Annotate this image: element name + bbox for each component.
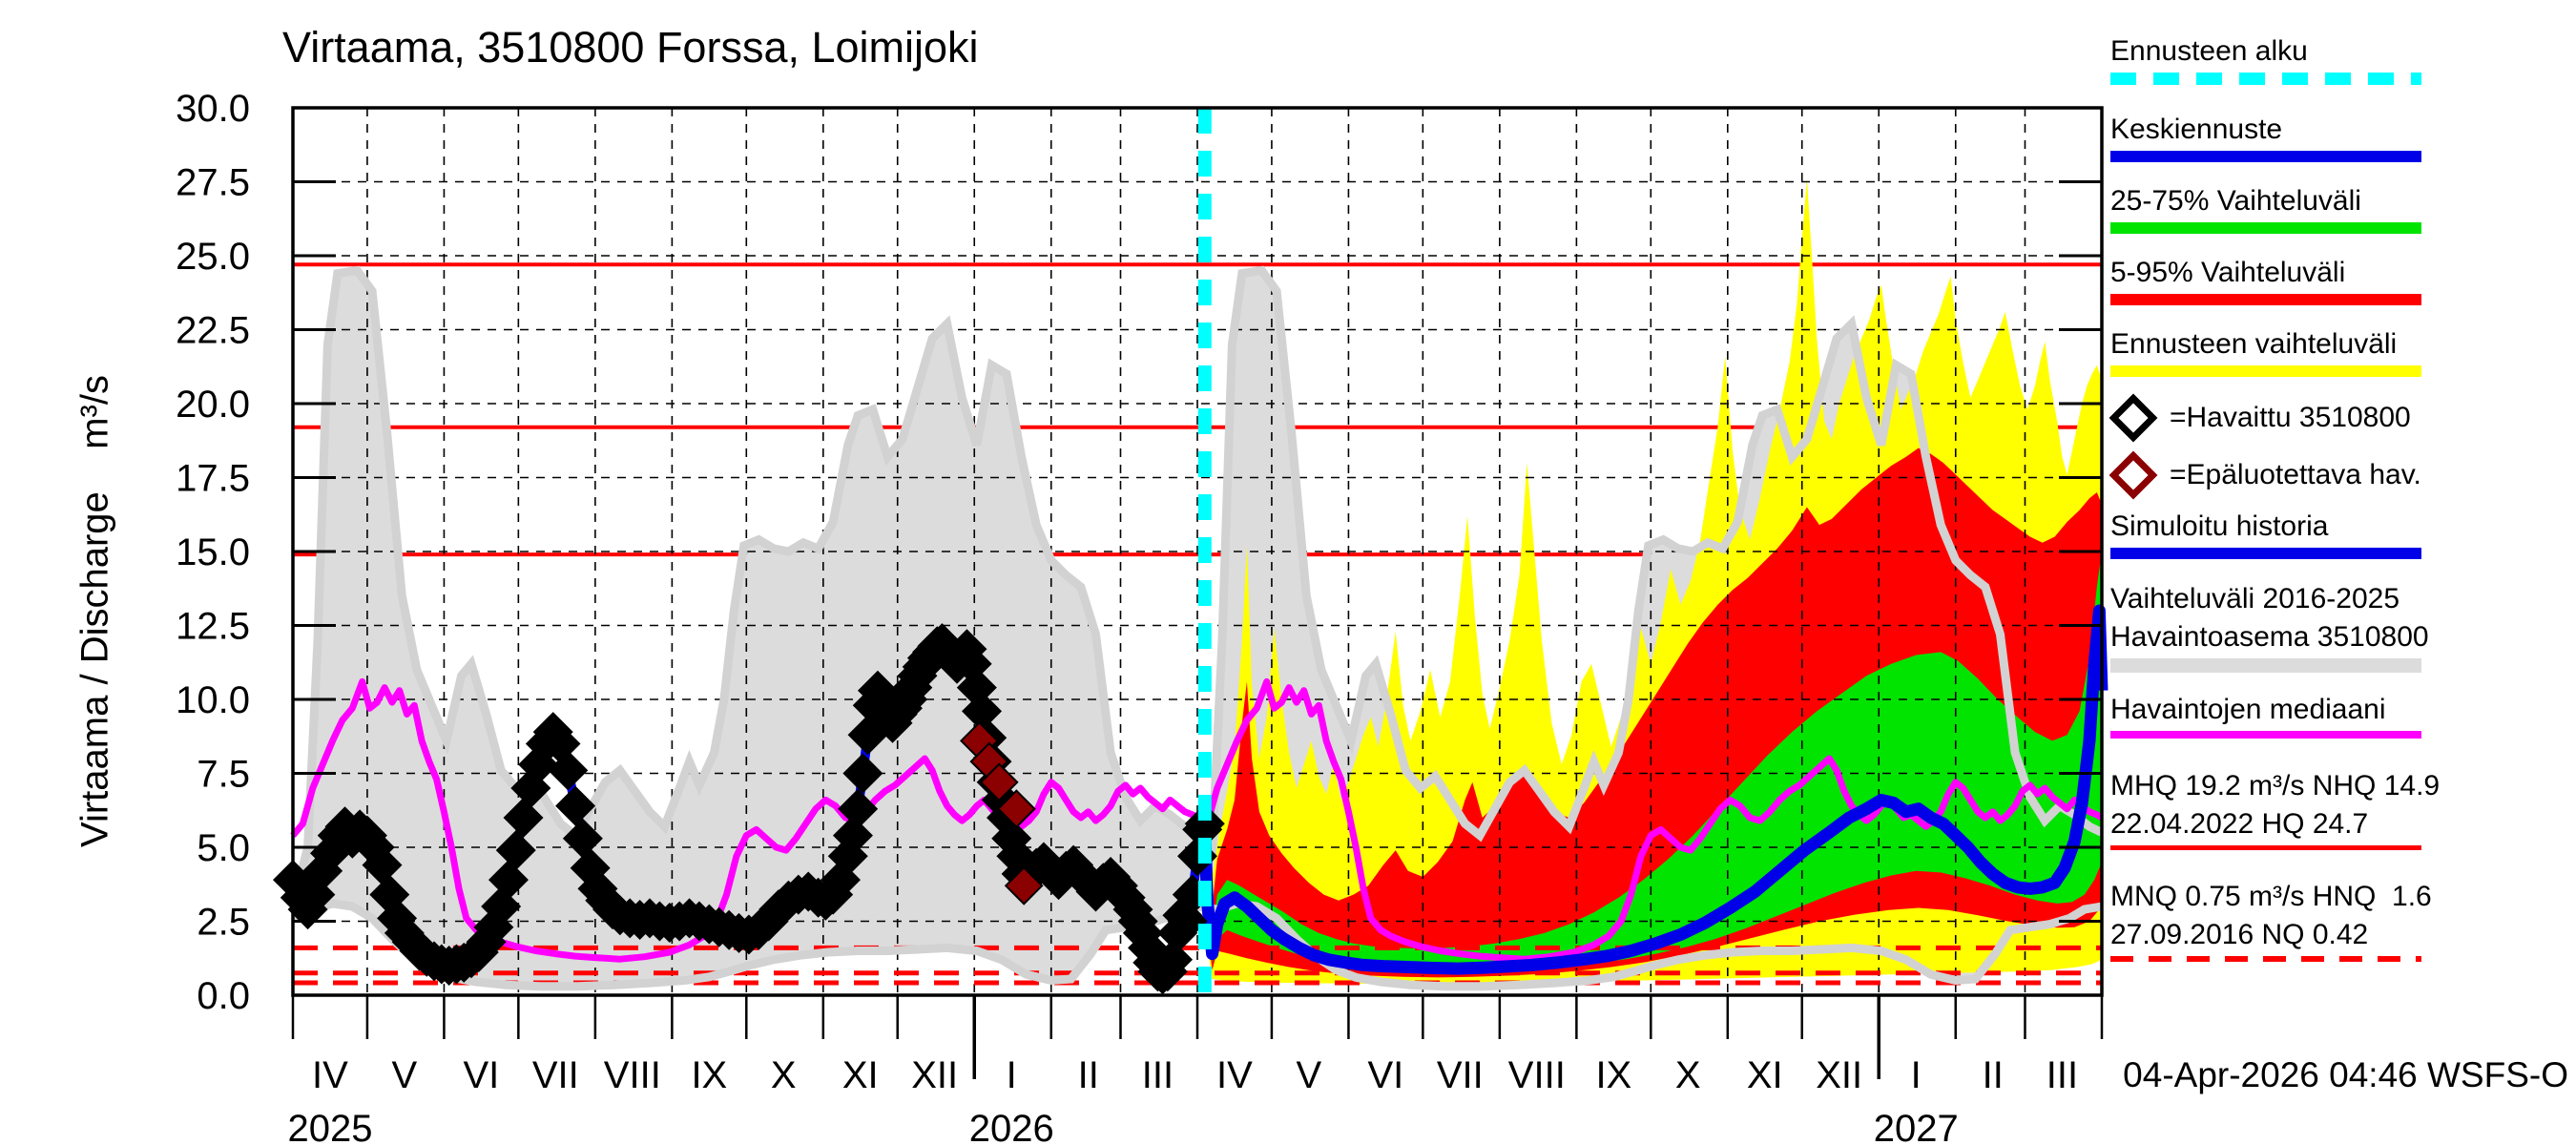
legend-item-observed: =Havaittu 3510800 [2109, 393, 2574, 443]
svg-text:XI: XI [842, 1054, 879, 1096]
svg-text:2025: 2025 [287, 1108, 372, 1145]
svg-text:IX: IX [1595, 1054, 1631, 1096]
svg-text:X: X [771, 1054, 797, 1096]
svg-text:25.0: 25.0 [176, 236, 250, 278]
svg-text:2.5: 2.5 [197, 902, 250, 944]
svg-text:2026: 2026 [969, 1108, 1054, 1145]
simulated-history-swatch [2110, 548, 2421, 559]
median-forecast-swatch [2110, 151, 2421, 162]
observed-median-swatch [2110, 731, 2421, 739]
svg-text:7.5: 7.5 [197, 754, 250, 796]
historical-range-swatch [2110, 658, 2421, 673]
svg-text:17.5: 17.5 [176, 458, 250, 500]
legend-item-unreliable: =Epäluotettava hav. [2109, 450, 2574, 500]
svg-text:12.5: 12.5 [176, 606, 250, 648]
svg-text:0.0: 0.0 [197, 975, 250, 1017]
legend-item-band-minmax: Ennusteen vaihteluväli [2110, 325, 2574, 377]
svg-text:VII: VII [532, 1054, 579, 1096]
svg-text:IV: IV [1216, 1054, 1253, 1096]
legend-item-high-flows: MHQ 19.2 m³/s NHQ 14.9 22.04.2022 HQ 24.… [2110, 767, 2574, 850]
svg-text:VII: VII [1437, 1054, 1484, 1096]
year-labels: 2025 2026 2027 [287, 1108, 1958, 1145]
svg-text:2027: 2027 [1874, 1108, 1959, 1145]
svg-text:I: I [1007, 1054, 1017, 1096]
svg-text:20.0: 20.0 [176, 384, 250, 426]
svg-text:XI: XI [1747, 1054, 1783, 1096]
observed-diamond-icon [2109, 393, 2158, 443]
high-flow-line-swatch [2110, 845, 2421, 850]
svg-text:27.5: 27.5 [176, 162, 250, 204]
timestamp-label: 04-Apr-2026 04:46 WSFS-O [2123, 1055, 2568, 1094]
forecast-start-line-swatch [2110, 73, 2421, 85]
legend-item-simulated-history: Simuloitu historia [2110, 508, 2574, 559]
legend-item-forecast-start: Ennusteen alku [2110, 32, 2574, 85]
forecast-median-line [1198, 604, 2109, 975]
page-title: Virtaama, 3510800 Forssa, Loimijoki [282, 23, 979, 72]
svg-text:I: I [1911, 1054, 1922, 1096]
svg-text:22.5: 22.5 [176, 310, 250, 352]
month-labels: IV V VI VII VIII IX X XI XII I II III IV V VI VII VIII IX… [312, 1054, 2078, 1096]
y-axis-label: Virtaama / Discharge m³/s [73, 375, 116, 847]
unreliable-diamond-icon [2109, 450, 2158, 500]
svg-text:V: V [392, 1054, 418, 1096]
unreliable-diamonds [960, 720, 1044, 906]
legend-item-band-25-75: 25-75% Vaihteluväli [2110, 182, 2574, 234]
svg-text:30.0: 30.0 [176, 88, 250, 130]
svg-text:II: II [1078, 1054, 1099, 1096]
svg-text:XII: XII [911, 1054, 958, 1096]
svg-text:VI: VI [1367, 1054, 1403, 1096]
svg-text:5.0: 5.0 [197, 827, 250, 869]
band-5-95-swatch [2110, 294, 2421, 305]
svg-text:VIII: VIII [1508, 1054, 1566, 1096]
svg-text:IV: IV [312, 1054, 348, 1096]
svg-text:10.0: 10.0 [176, 679, 250, 721]
legend-item-historical-range: Vaihteluväli 2016-2025 Havaintoasema 351… [2110, 580, 2574, 673]
svg-text:IX: IX [691, 1054, 727, 1096]
svg-text:II: II [1983, 1054, 2004, 1096]
legend-item-band-5-95: 5-95% Vaihteluväli [2110, 254, 2574, 305]
svg-text:X: X [1675, 1054, 1701, 1096]
band-minmax-swatch [2110, 365, 2421, 377]
forecast-25-75-band [1204, 552, 2102, 972]
y-tick-labels: 0.0 2.5 5.0 7.5 10.0 12.5 15.0 17.5 20.0 22.5 25.0… [176, 88, 250, 1017]
legend-item-low-flows: MNQ 0.75 m³/s HNQ 1.6 27.09.2016 NQ 0.42 [2110, 878, 2574, 962]
svg-text:III: III [2046, 1054, 2078, 1096]
legend: Ennusteen alku Keskiennuste 25-75% Vaiht… [2109, 0, 2574, 1002]
svg-text:V: V [1297, 1054, 1322, 1096]
band-25-75-swatch [2110, 222, 2421, 234]
low-flow-line-swatch [2110, 956, 2421, 962]
legend-item-median-forecast: Keskiennuste [2110, 111, 2574, 162]
legend-item-observed-median: Havaintojen mediaani [2110, 691, 2574, 739]
svg-text:XII: XII [1816, 1054, 1862, 1096]
axis-ticks [291, 180, 2104, 1079]
svg-text:VIII: VIII [604, 1054, 661, 1096]
svg-text:III: III [1142, 1054, 1174, 1096]
svg-text:VI: VI [463, 1054, 499, 1096]
svg-text:15.0: 15.0 [176, 531, 250, 573]
